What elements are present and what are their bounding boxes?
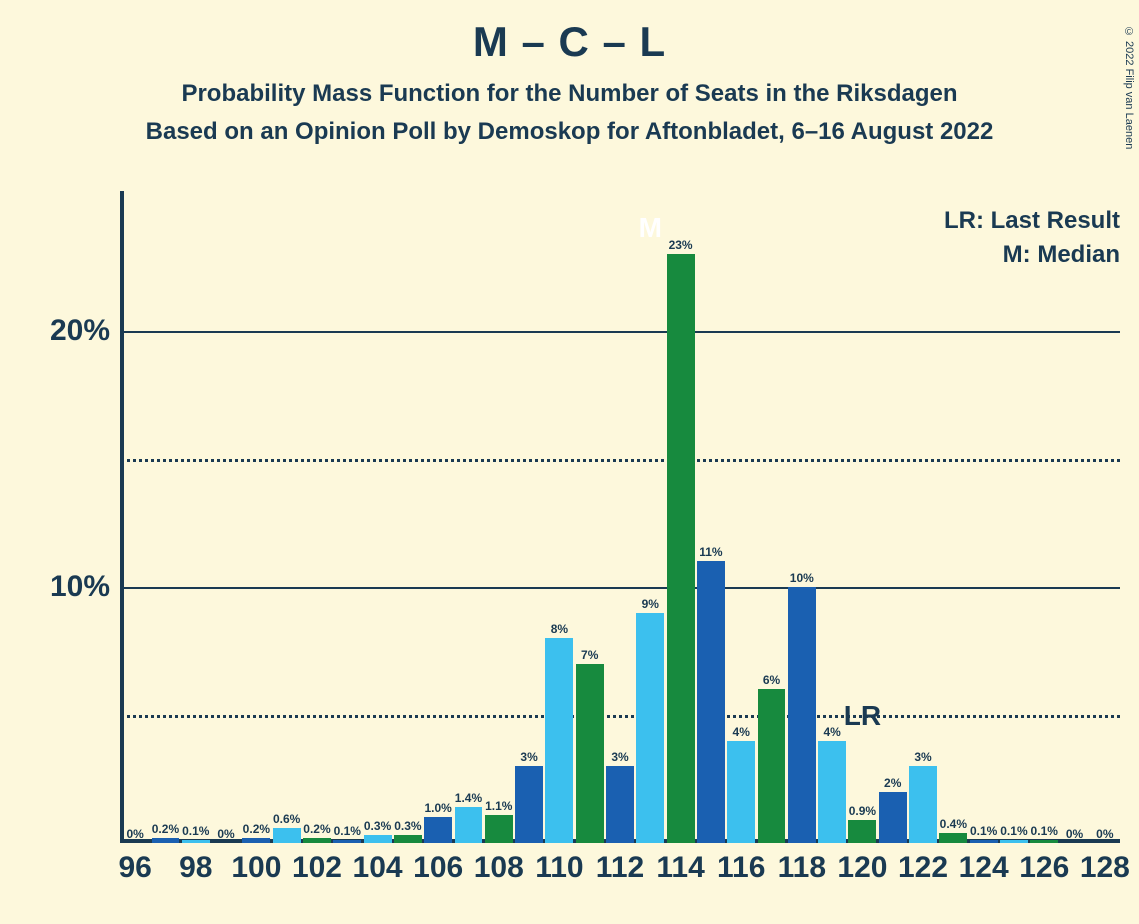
chart-legend: LR: Last Result M: Median	[944, 207, 1120, 269]
copyright-text: © 2022 Filip van Laenen	[1123, 26, 1135, 149]
bar: 23%	[667, 254, 695, 843]
bar-value-label: 4%	[823, 725, 840, 741]
bar: 0.4%	[939, 833, 967, 843]
gridline	[120, 587, 1120, 589]
bar: 6%	[758, 689, 786, 843]
bar-value-label: 0%	[1066, 827, 1083, 843]
x-tick-label: 112	[596, 843, 644, 885]
bar: 11%	[697, 561, 725, 843]
bar-value-label: 6%	[763, 673, 780, 689]
bar: 10%	[788, 587, 816, 843]
x-tick-label: 120	[837, 843, 887, 885]
chart-plot-area: LR: Last Result M: Median 10%20%0%0.2%0.…	[120, 203, 1120, 843]
x-tick-label: 102	[292, 843, 342, 885]
bar: 1.0%	[424, 817, 452, 843]
bar: 8%	[545, 638, 573, 843]
bar: 7%	[576, 664, 604, 843]
bar-value-label: 3%	[914, 750, 931, 766]
bar-value-label: 0.6%	[273, 812, 300, 828]
x-tick-label: 108	[474, 843, 524, 885]
chart-title: M – C – L	[0, 18, 1139, 66]
bar-value-label: 0.2%	[243, 822, 270, 838]
x-tick-label: 106	[413, 843, 463, 885]
bar-value-label: 1.1%	[485, 799, 512, 815]
bar-value-label: 1.0%	[424, 801, 451, 817]
bar-value-label: 0.3%	[364, 819, 391, 835]
bar-value-label: 3%	[611, 750, 628, 766]
bar-value-label: 7%	[581, 648, 598, 664]
x-tick-label: 114	[656, 843, 704, 885]
median-marker: M	[639, 212, 662, 244]
bar-value-label: 11%	[699, 545, 722, 561]
lr-marker: LR	[844, 700, 881, 732]
bar-value-label: 0.3%	[394, 819, 421, 835]
gridline	[120, 715, 1120, 718]
x-tick-label: 126	[1019, 843, 1069, 885]
y-tick-label: 20%	[50, 314, 120, 348]
bar-value-label: 0.1%	[970, 824, 997, 840]
chart-subtitle-1: Probability Mass Function for the Number…	[0, 80, 1139, 108]
x-tick-label: 128	[1080, 843, 1130, 885]
bar-value-label: 0%	[217, 827, 234, 843]
bar: 4%	[818, 741, 846, 843]
x-tick-label: 122	[898, 843, 948, 885]
bar-value-label: 1.4%	[455, 791, 482, 807]
x-tick-label: 116	[717, 843, 765, 885]
gridline	[120, 459, 1120, 462]
bar: 0.2%	[152, 838, 180, 843]
bar-value-label: 0.2%	[152, 822, 179, 838]
bar-value-label: 0.1%	[1031, 824, 1058, 840]
y-tick-label: 10%	[50, 570, 120, 604]
bar-value-label: 3%	[520, 750, 537, 766]
bar: 0.3%	[364, 835, 392, 843]
bar-value-label: 0.2%	[303, 822, 330, 838]
bar-value-label: 2%	[884, 776, 901, 792]
bar-value-label: 0.4%	[940, 817, 967, 833]
legend-lr: LR: Last Result	[944, 207, 1120, 235]
chart-subtitle-2: Based on an Opinion Poll by Demoskop for…	[0, 118, 1139, 146]
bar: 4%	[727, 741, 755, 843]
gridline	[120, 331, 1120, 333]
bar-value-label: 0.1%	[334, 824, 361, 840]
x-tick-label: 124	[959, 843, 1009, 885]
bar: 2%	[879, 792, 907, 843]
bar: 1.1%	[485, 815, 513, 843]
x-tick-label: 110	[535, 843, 583, 885]
x-tick-label: 100	[231, 843, 281, 885]
bar: 3%	[606, 766, 634, 843]
bar-value-label: 4%	[733, 725, 750, 741]
legend-median: M: Median	[944, 241, 1120, 269]
x-tick-label: 98	[179, 843, 212, 885]
bar: 9%	[636, 613, 664, 843]
bar-value-label: 0.9%	[849, 804, 876, 820]
bar: 0.6%	[273, 828, 301, 843]
bar-value-label: 9%	[642, 597, 659, 613]
x-tick-label: 118	[778, 843, 826, 885]
bar-value-label: 8%	[551, 622, 568, 638]
bar-value-label: 10%	[790, 571, 814, 587]
bar-value-label: 0.1%	[182, 824, 209, 840]
bar-value-label: 0%	[126, 827, 143, 843]
bar: 3%	[515, 766, 543, 843]
x-tick-label: 104	[353, 843, 403, 885]
x-tick-label: 96	[118, 843, 151, 885]
bar-value-label: 0.1%	[1000, 824, 1027, 840]
bar-value-label: 0%	[1096, 827, 1113, 843]
bar: 3%	[909, 766, 937, 843]
bar: 1.4%	[455, 807, 483, 843]
bar: 0.3%	[394, 835, 422, 843]
bar: 0.9%	[848, 820, 876, 843]
bar-value-label: 23%	[669, 238, 693, 254]
y-axis	[120, 191, 124, 843]
